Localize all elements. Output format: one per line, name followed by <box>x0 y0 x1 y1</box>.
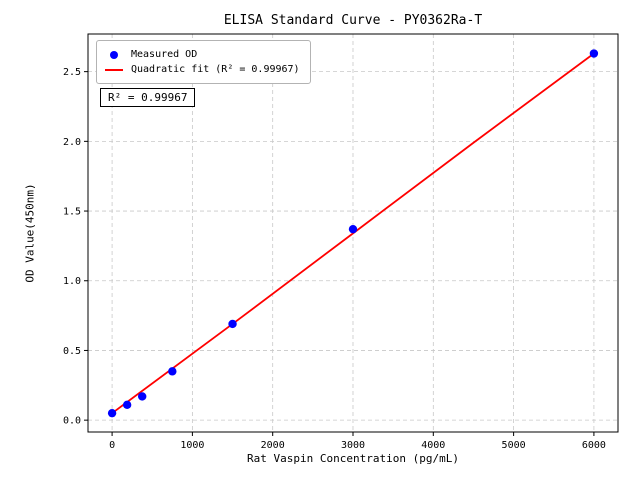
x-axis-label: Rat Vaspin Concentration (pg/mL) <box>247 452 459 465</box>
x-tick-label: 0 <box>109 440 115 451</box>
y-tick-label: 0.0 <box>63 416 81 427</box>
legend-measured-label: Measured OD <box>131 49 198 60</box>
y-tick-label: 1.5 <box>63 207 81 218</box>
measured-od-points <box>107 49 599 418</box>
legend-item-measured: Measured OD <box>105 47 300 62</box>
x-tick-label: 6000 <box>582 440 606 451</box>
legend-item-fit: Quadratic fit (R² = 0.99967) <box>105 62 300 77</box>
legend-fit-label: Quadratic fit (R² = 0.99967) <box>131 64 300 75</box>
tick-marks <box>84 71 595 436</box>
x-tick-label: 3000 <box>341 440 365 451</box>
x-tick-label: 1000 <box>180 440 204 451</box>
y-tick-label: 2.0 <box>63 137 81 148</box>
legend: Measured OD Quadratic fit (R² = 0.99967) <box>96 40 311 84</box>
chart-title: ELISA Standard Curve - PY0362Ra-T <box>223 13 483 28</box>
y-axis-label: OD Value(450nm) <box>23 183 37 283</box>
tick-labels: 0 1000 2000 3000 4000 5000 6000 0.0 0.5 1.0 1.5 2.0… <box>63 67 606 451</box>
data-point <box>589 49 599 58</box>
data-point <box>138 392 147 401</box>
r-squared-annotation: R² = 0.99967 <box>100 88 196 107</box>
quadratic-fit-line-icon <box>105 68 123 71</box>
x-tick-label: 5000 <box>502 440 526 451</box>
data-point <box>228 319 237 329</box>
x-tick-label: 4000 <box>421 440 445 451</box>
measured-od-marker-icon <box>110 50 118 59</box>
data-point <box>168 367 177 376</box>
data-point <box>122 400 132 410</box>
x-tick-label: 2000 <box>261 440 285 451</box>
data-point <box>348 224 358 234</box>
y-tick-label: 1.0 <box>63 276 81 287</box>
y-tick-label: 2.5 <box>63 67 81 78</box>
y-tick-label: 0.5 <box>63 346 81 357</box>
data-point <box>107 408 117 418</box>
